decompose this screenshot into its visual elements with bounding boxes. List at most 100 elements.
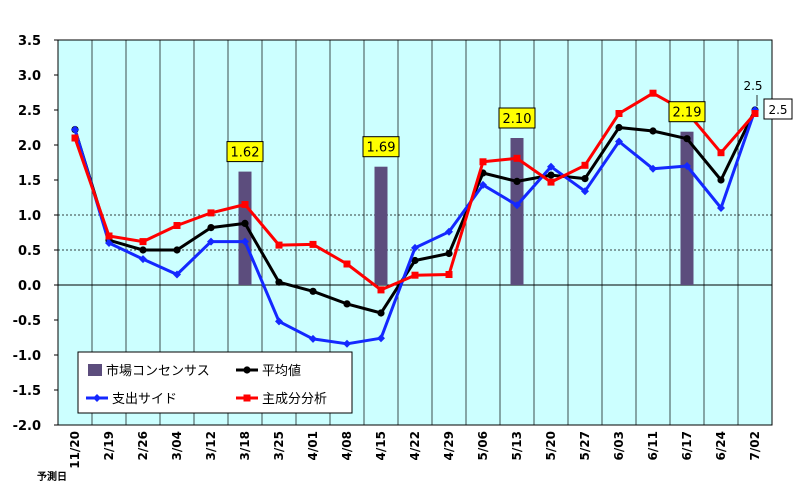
x-tick-label: 5/06 (476, 431, 490, 460)
x-tick-label: 5/20 (544, 431, 558, 460)
series-marker (615, 110, 623, 117)
x-tick-label: 4/01 (306, 431, 320, 460)
series-marker (71, 134, 79, 142)
series-marker (173, 222, 181, 229)
x-tick-label: 2/19 (102, 431, 116, 460)
data-label-box (498, 107, 536, 129)
series-marker (275, 278, 283, 286)
series-marker (343, 260, 351, 268)
x-tick-label: 4/15 (374, 431, 388, 460)
data-label-box (362, 136, 400, 158)
series-marker (615, 137, 623, 146)
end-label: 2.5 (768, 103, 787, 117)
consensus-bar (680, 131, 694, 285)
series-marker (275, 241, 283, 249)
series-marker (581, 161, 589, 169)
series-marker (717, 204, 725, 212)
series-marker (547, 162, 555, 171)
y-tick-label: 2.5 (18, 104, 41, 119)
series-marker (309, 334, 317, 343)
series-marker (173, 270, 181, 279)
series-marker (581, 175, 589, 183)
x-tick-label: 6/11 (646, 431, 660, 460)
data-label: 1.62 (231, 146, 260, 161)
series-marker (411, 271, 419, 279)
legend-label: 市場コンセンサス (106, 363, 210, 379)
series-marker (105, 232, 113, 240)
data-label-box (668, 101, 706, 123)
legend-label: 支出サイド (112, 392, 177, 407)
series-marker (445, 227, 453, 236)
x-tick-label: 7/02 (748, 431, 762, 460)
series-marker (343, 339, 351, 348)
series-marker (445, 249, 453, 258)
y-tick-label: -1.5 (13, 384, 41, 399)
series-marker (547, 171, 555, 179)
series-marker (547, 178, 555, 186)
series-marker (309, 240, 317, 248)
series-marker (479, 158, 487, 166)
x-tick-label: 3/12 (204, 431, 218, 460)
x-tick-label: 2/26 (136, 431, 150, 460)
x-tick-label: 4/29 (442, 431, 456, 460)
y-tick-label: 2.0 (18, 139, 41, 154)
end-label-box (763, 98, 793, 120)
series-marker (343, 300, 351, 308)
y-tick-label: 0.5 (18, 244, 41, 259)
series-marker (207, 237, 215, 246)
consensus-bar (238, 171, 252, 285)
series-marker (683, 135, 691, 143)
x-tick-label: 3/25 (272, 431, 286, 460)
series-marker (513, 177, 521, 185)
series-marker (411, 256, 419, 265)
series-marker (207, 224, 215, 232)
series-marker (683, 162, 691, 170)
x-tick-label: 6/03 (612, 431, 626, 460)
y-tick-label: 3.5 (18, 34, 41, 49)
series-marker (241, 219, 249, 227)
series-marker (309, 287, 317, 295)
series-marker (71, 125, 79, 134)
x-tick-label: 3/04 (170, 431, 184, 460)
y-tick-label: 1.0 (18, 209, 41, 224)
y-tick-label: -1.0 (13, 349, 41, 364)
series-marker (241, 201, 249, 208)
consensus-bar (374, 166, 388, 285)
x-tick-label: 6/24 (714, 431, 728, 460)
series-marker (105, 239, 113, 247)
series-marker (241, 237, 249, 246)
legend-label: 主成分分析 (262, 392, 327, 407)
series-marker (207, 209, 215, 217)
series-marker (649, 127, 657, 135)
series-marker (377, 334, 385, 343)
series-marker (649, 164, 657, 173)
x-tick-label: 5/27 (578, 431, 592, 460)
series-marker (139, 238, 147, 246)
x-tick-label: 5/13 (510, 431, 524, 460)
consensus-bar (510, 138, 524, 285)
y-tick-label: 0.0 (18, 279, 41, 294)
series-marker (275, 317, 283, 326)
legend-swatch (88, 364, 102, 376)
legend-marker (93, 394, 101, 402)
series-marker (717, 176, 725, 184)
series-marker (411, 243, 419, 252)
data-label: 1.69 (367, 141, 396, 156)
x-tick-label: 4/22 (408, 431, 422, 460)
series-marker (717, 149, 725, 157)
x-tick-label: 6/17 (680, 431, 694, 460)
series-marker (139, 246, 147, 254)
series-marker (173, 246, 181, 254)
end-label: 2.5 (743, 79, 762, 93)
series-marker (615, 123, 623, 132)
legend-marker (243, 366, 251, 374)
x-tick-label: 3/18 (238, 431, 252, 460)
series-marker (445, 271, 453, 278)
x-axis-note: 予測日 (37, 470, 67, 483)
series-marker (377, 309, 385, 317)
x-tick-label: 11/20 (68, 431, 82, 469)
x-tick-label: 4/08 (340, 431, 354, 460)
series-marker (581, 187, 589, 196)
